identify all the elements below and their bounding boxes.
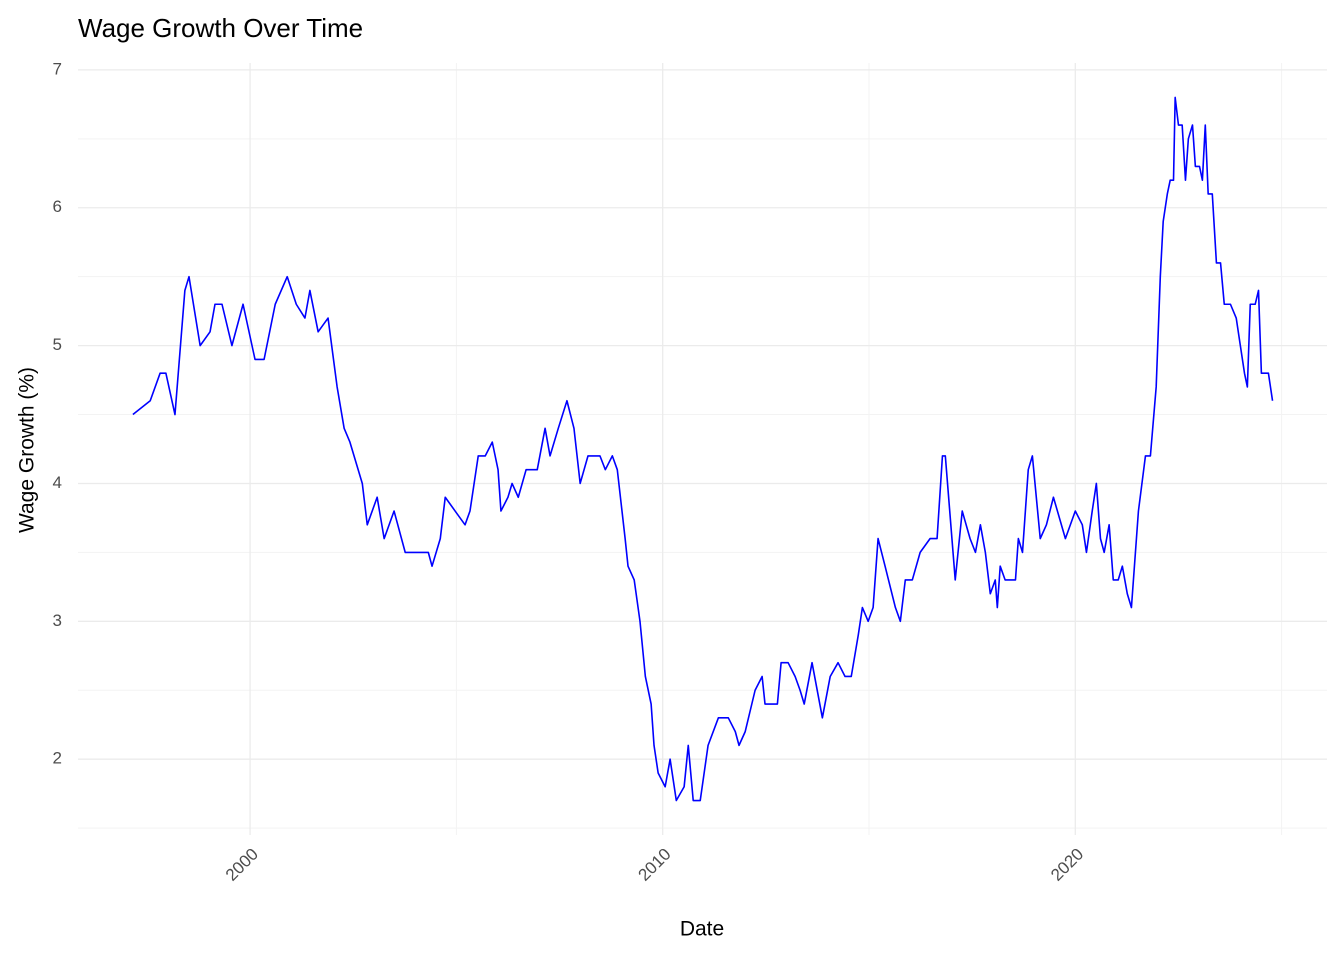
data-line — [132, 96, 1274, 802]
y-tick-label: 6 — [53, 197, 62, 216]
x-axis-title: Date — [680, 918, 724, 941]
x-tick-label: 2020 — [1047, 845, 1087, 885]
y-axis-title: Wage Growth (%) — [16, 367, 39, 533]
y-tick-label: 4 — [53, 473, 62, 492]
y-tick-label: 5 — [53, 335, 62, 354]
y-tick-label: 7 — [53, 59, 62, 78]
x-tick-label: 2010 — [634, 845, 674, 885]
x-tick-label: 2000 — [222, 845, 262, 885]
chart-title: Wage Growth Over Time — [78, 13, 363, 43]
y-tick-label: 2 — [53, 749, 62, 768]
y-tick-label: 3 — [53, 611, 62, 630]
